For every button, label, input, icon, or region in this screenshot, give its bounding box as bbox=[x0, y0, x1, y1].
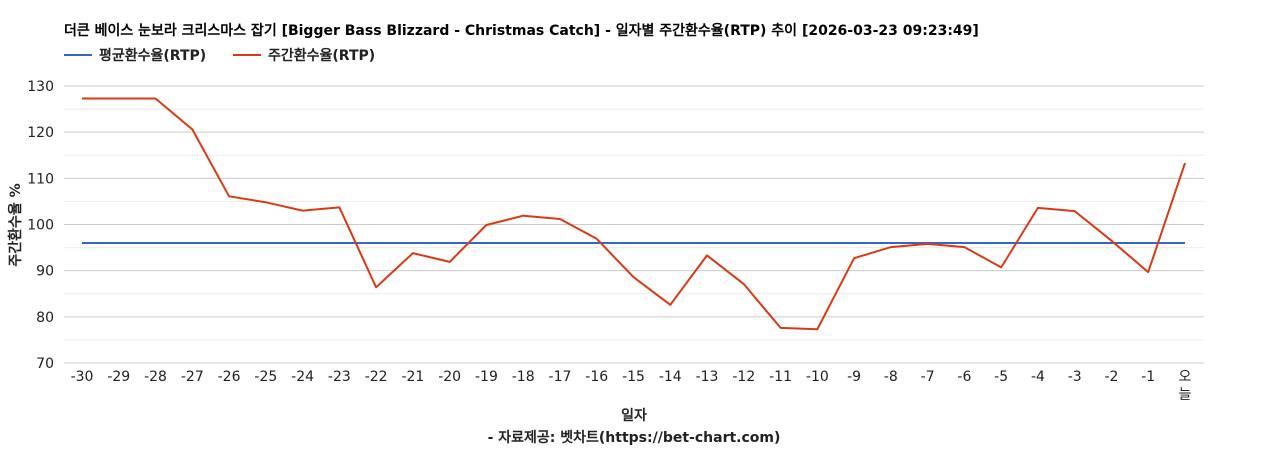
x-tick-label: -26 bbox=[218, 369, 241, 385]
x-tick-label: -12 bbox=[732, 369, 755, 385]
x-tick-label: -18 bbox=[512, 369, 535, 385]
chart-title: 더큰 베이스 눈보라 크리스마스 잡기 [Bigger Bass Blizzar… bbox=[64, 22, 979, 39]
weekly-rtp-line bbox=[82, 97, 1186, 331]
x-tick-label: -23 bbox=[328, 369, 351, 385]
x-tick-label: -20 bbox=[438, 369, 461, 385]
x-tick-label: -6 bbox=[957, 369, 971, 385]
x-tick-label: -14 bbox=[659, 369, 682, 385]
source-credit: - 자료제공: 벳차트(https://bet-chart.com) bbox=[488, 429, 781, 446]
y-axis-ticks: 70 80 90 100 110 120 130 bbox=[27, 79, 54, 372]
x-tick-label: -28 bbox=[144, 369, 167, 385]
x-tick-label: -9 bbox=[847, 369, 861, 385]
x-tick-label: -19 bbox=[475, 369, 498, 385]
x-tick-label: -2 bbox=[1104, 369, 1118, 385]
x-tick-label: -30 bbox=[71, 369, 94, 385]
legend-label-weekly: 주간환수율(RTP) bbox=[268, 47, 375, 64]
x-tick-label: -13 bbox=[696, 369, 719, 385]
x-tick-label: -3 bbox=[1068, 369, 1082, 385]
y-tick-label: 70 bbox=[36, 356, 54, 372]
y-tick-label: 90 bbox=[36, 264, 54, 280]
x-tick-label: -17 bbox=[549, 369, 572, 385]
x-tick-label: -11 bbox=[769, 369, 792, 385]
x-tick-label: -29 bbox=[107, 369, 130, 385]
x-tick-label: -1 bbox=[1141, 369, 1155, 385]
x-axis-ticks: -30 -29 -28 -27 -26 -25 -24 -23 -22 -21 -20 -19 -18-… bbox=[71, 369, 1192, 403]
x-tick-label: -8 bbox=[884, 369, 898, 385]
x-tick-label: -4 bbox=[1031, 369, 1045, 385]
x-tick-label: -7 bbox=[921, 369, 935, 385]
x-tick-label: -15 bbox=[622, 369, 645, 385]
x-tick-label: -10 bbox=[806, 369, 829, 385]
legend-item-weekly[interactable]: 주간환수율(RTP) bbox=[233, 47, 375, 64]
x-tick-label: -16 bbox=[585, 369, 608, 385]
legend: 평균환수율(RTP) 주간환수율(RTP) bbox=[64, 47, 375, 64]
y-tick-label: 130 bbox=[27, 79, 54, 95]
series-lines bbox=[82, 97, 1186, 331]
y-tick-label: 100 bbox=[27, 218, 54, 234]
y-axis-title: 주간환수율 % bbox=[7, 183, 24, 266]
x-tick-label: -21 bbox=[401, 369, 424, 385]
x-tick-label: -5 bbox=[994, 369, 1008, 385]
y-tick-label: 80 bbox=[36, 310, 54, 326]
x-tick-label: -22 bbox=[365, 369, 388, 385]
legend-item-average[interactable]: 평균환수율(RTP) bbox=[64, 47, 206, 64]
legend-label-average: 평균환수율(RTP) bbox=[99, 47, 206, 64]
x-axis-title: 일자 bbox=[621, 408, 647, 424]
grid bbox=[64, 85, 1204, 364]
y-tick-label: 120 bbox=[27, 125, 54, 141]
x-tick-label: -24 bbox=[291, 369, 314, 385]
y-tick-label: 110 bbox=[27, 171, 54, 187]
x-tick-label: -25 bbox=[254, 369, 277, 385]
x-tick-label: -27 bbox=[181, 369, 204, 385]
